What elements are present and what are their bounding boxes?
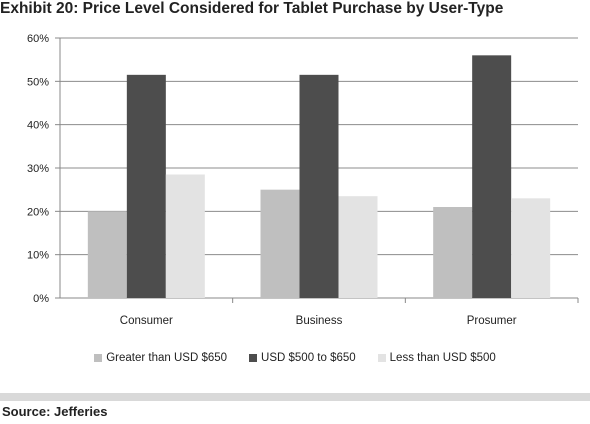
legend-swatch [249,354,258,362]
legend-item: Less than USD $500 [377,352,496,364]
bar [260,189,300,298]
bar [511,198,551,298]
bar [165,174,205,298]
bar [126,74,166,298]
bar [338,196,378,298]
y-tick-label: 50% [27,76,49,88]
y-tick-label: 40% [27,120,49,132]
legend-swatch [377,354,386,362]
x-tick-label: Business [296,315,343,327]
legend-label: USD $500 to $650 [261,352,356,364]
bar-chart: 0% 10% 20% 30% 40% 50% 60% Consumer Business Pros… [27,33,579,327]
legend-label: Less than USD $500 [389,352,496,364]
bar [472,55,512,299]
source-note: Source: Jefferies [2,404,108,419]
y-tick-label: 0% [33,293,49,305]
legend-swatch [94,354,103,362]
y-tick-label: 10% [27,250,49,262]
chart-title: Exhibit 20: Price Level Considered for T… [0,0,504,17]
bar [87,211,127,298]
x-tick-label: Consumer [120,315,173,327]
bar [299,74,339,298]
y-tick-label: 30% [27,163,49,175]
bar [433,207,473,298]
divider [0,393,590,401]
y-tick-label: 20% [27,206,49,218]
legend: Greater than USD $650 USD $500 to $650 Les… [0,352,590,364]
legend-item: USD $500 to $650 [249,352,356,364]
legend-label: Greater than USD $650 [106,352,228,364]
legend-item: Greater than USD $650 [94,352,227,364]
x-tick-label: Prosumer [467,315,517,327]
y-tick-label: 60% [27,33,49,45]
